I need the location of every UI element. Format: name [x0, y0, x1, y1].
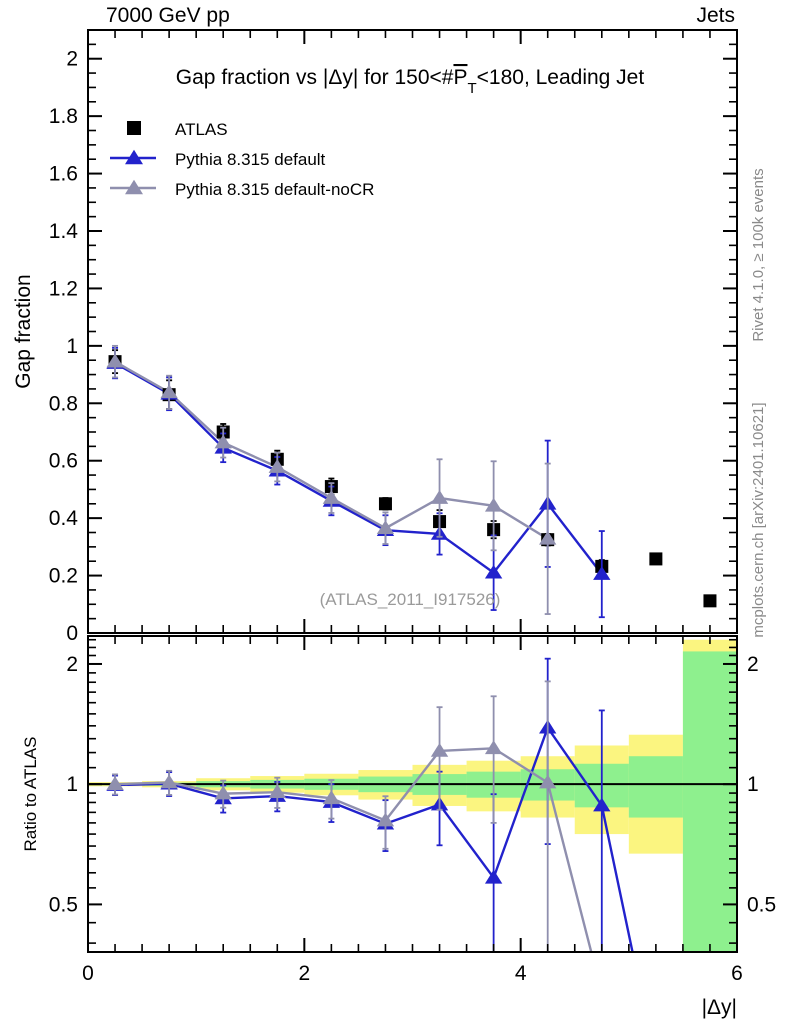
legend: ATLAS Pythia 8.315 default Pythia 8.315 de…	[110, 120, 374, 199]
plot-title: Gap fraction vs |Δy| for 150<#PT<180, Le…	[176, 66, 645, 97]
ratio-band-green	[682, 651, 737, 952]
marker-triangle	[593, 566, 611, 580]
ratio-bands	[88, 639, 737, 952]
main-series	[106, 344, 717, 619]
legend-marker-0	[127, 121, 141, 135]
marker-triangle	[484, 564, 503, 579]
ratio-points-1	[106, 680, 557, 952]
xaxis-title: |Δy|	[702, 996, 737, 1019]
marker-triangle	[322, 490, 341, 504]
ytick-label: 0.8	[49, 392, 78, 415]
ratio-marker-triangle	[106, 776, 124, 790]
header: 7000 GeV pp Jets	[106, 4, 735, 27]
series-line-1	[114, 362, 603, 575]
yaxis-title: Gap fraction	[12, 274, 35, 388]
ratio-marker-triangle	[160, 774, 178, 789]
side-label-rivet: Rivet 4.1.0, ≥ 100k events	[750, 168, 767, 341]
xaxis-labels: 0 2 4 6 |Δy|	[82, 962, 743, 1019]
yaxis-titles: Gap fraction Ratio to ATLAS	[12, 274, 40, 851]
ratio-marker-triangle	[484, 740, 503, 755]
ratio-marker-triangle	[376, 812, 395, 827]
watermark-text: (ATLAS_2011_I917526)	[320, 590, 501, 609]
ytick-label: 1.2	[49, 277, 78, 300]
marker-triangle	[214, 434, 232, 449]
ratio-marker-triangle	[484, 869, 503, 884]
side-label-mcplots: mcplots.cern.ch [arXiv:2401.10621]	[750, 402, 767, 637]
plot-title: Gap fraction vs |Δy| for 150<#PT<180, Le…	[176, 66, 645, 97]
ytick-label: 1.8	[49, 105, 78, 128]
marker-triangle	[160, 384, 178, 399]
xtick-label: 2	[298, 962, 310, 985]
side-labels: Rivet 4.1.0, ≥ 100k events mcplots.cern.c…	[750, 168, 767, 637]
legend-marker-2	[125, 179, 143, 195]
marker-triangle	[376, 520, 395, 534]
ytick-label: 0.6	[49, 450, 78, 473]
ytick-label: 0	[66, 622, 78, 645]
ytick-label: 1	[66, 773, 78, 796]
legend-label-0: ATLAS	[175, 120, 228, 139]
legend-label-2: Pythia 8.315 default-noCR	[175, 180, 374, 199]
ytick-label: 2	[66, 653, 78, 676]
ratio-marker-triangle	[214, 785, 232, 800]
ratio-marker-triangle	[539, 774, 557, 789]
marker-triangle	[268, 459, 286, 473]
marker-square	[703, 594, 717, 608]
legend-label-1: Pythia 8.315 default	[175, 150, 326, 169]
ytick-label: 0.5	[49, 893, 78, 916]
ratio-marker-triangle	[430, 742, 449, 757]
ytick-label: 1.6	[49, 163, 78, 186]
ytick-label: 1	[66, 335, 78, 358]
ratio-band-green	[628, 756, 683, 818]
ytick-label: 0.2	[49, 565, 78, 588]
marker-triangle	[484, 497, 503, 512]
xtick-label: 4	[515, 962, 527, 985]
marker-square	[378, 497, 392, 511]
legend-marker-1	[125, 149, 143, 165]
ratio-axes: 0.5 0.5 1 1 2 2	[49, 635, 776, 953]
ratio-yaxis-title: Ratio to ATLAS	[21, 737, 40, 852]
ytick-label: 2	[66, 48, 78, 71]
marker-triangle	[106, 353, 124, 368]
ytick-label-right: 1	[747, 773, 759, 796]
ytick-label: 1.4	[49, 220, 79, 243]
ytick-label-right: 2	[747, 653, 759, 676]
ratio-marker-triangle	[593, 797, 611, 812]
ratio-series	[106, 657, 634, 952]
header-right: Jets	[696, 4, 735, 27]
ytick-label-right: 0.5	[747, 893, 776, 916]
ratio-marker-triangle	[268, 784, 286, 798]
ytick-label: 0.4	[49, 507, 79, 530]
header-left: 7000 GeV pp	[106, 4, 230, 27]
main-axes: 0 0.2 0.4 0.6 0.8 1 1.2 1.4 1.6 1.8 2	[49, 29, 738, 645]
watermark: (ATLAS_2011_I917526)	[320, 590, 501, 609]
ratio-points-0	[106, 657, 611, 952]
marker-triangle	[539, 530, 557, 545]
marker-triangle	[430, 490, 449, 504]
ratio-marker-triangle	[322, 790, 341, 805]
xtick-label: 0	[82, 962, 94, 985]
xtick-label: 6	[731, 962, 743, 985]
marker-square	[649, 552, 663, 566]
